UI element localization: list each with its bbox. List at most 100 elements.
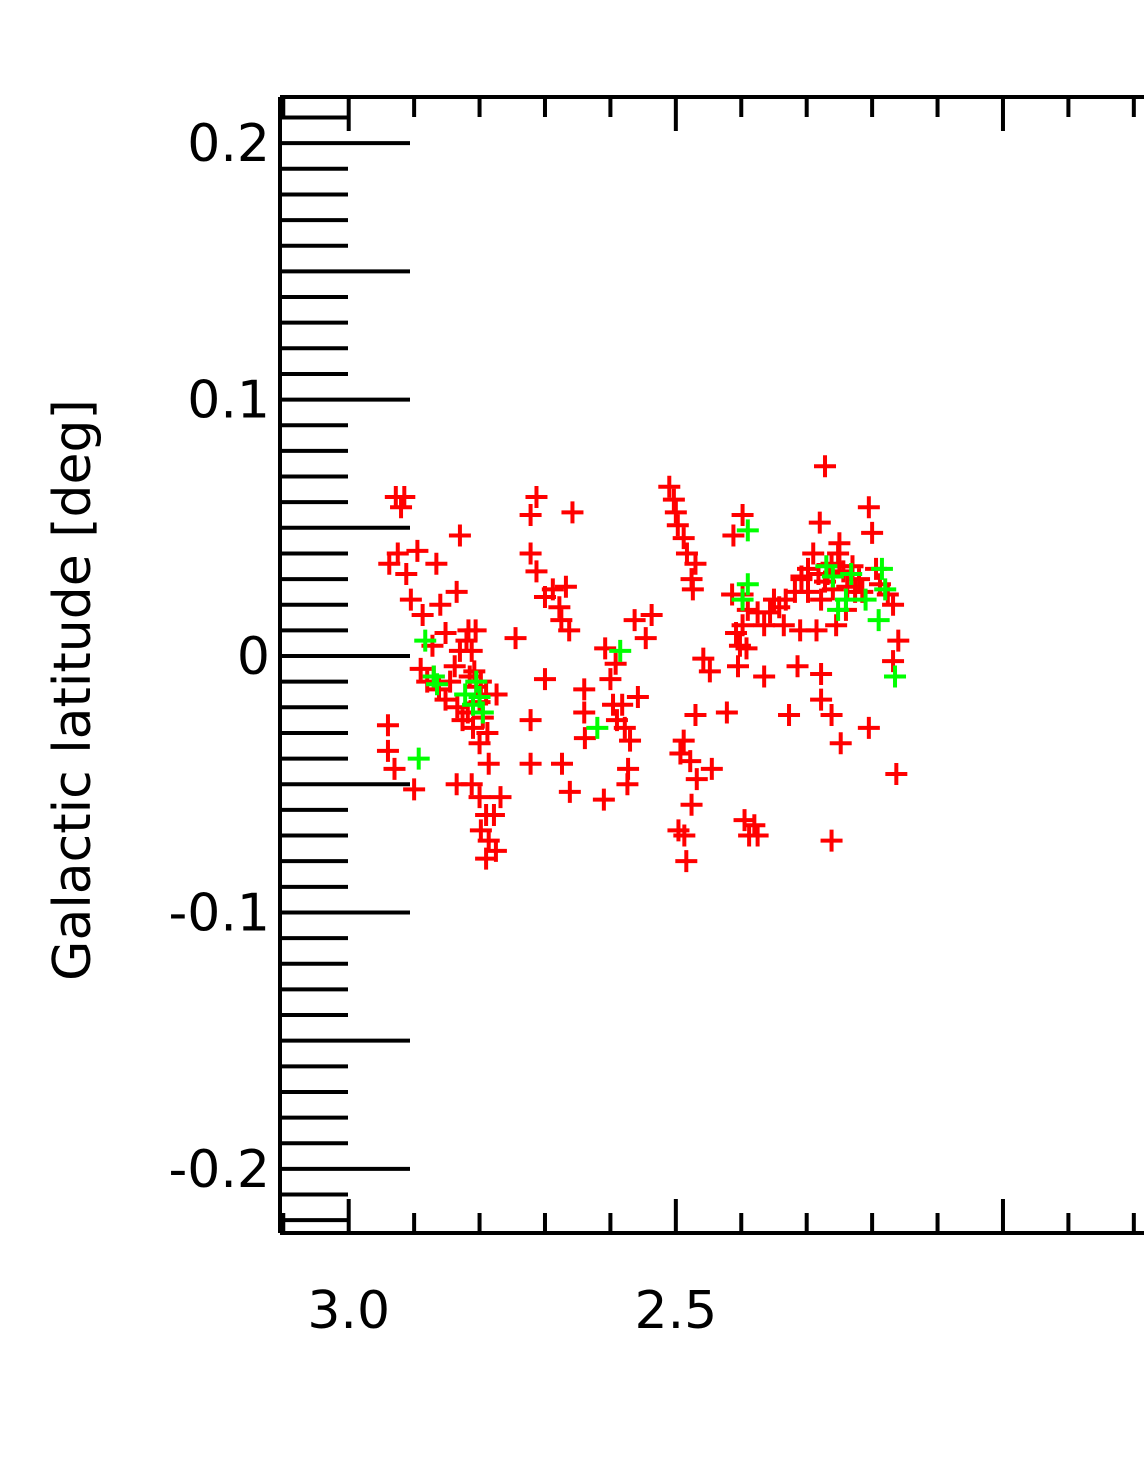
- data-point: [613, 716, 636, 739]
- data-point: [376, 714, 399, 737]
- series-1: [376, 455, 910, 873]
- data-point: [854, 588, 877, 611]
- data-point: [519, 709, 542, 732]
- data-point: [519, 542, 542, 565]
- data-point: [489, 786, 512, 809]
- data-point: [599, 668, 622, 691]
- data-point: [736, 598, 759, 621]
- data-point: [425, 552, 448, 575]
- series-2: [407, 519, 907, 770]
- x-axis-ticks: 3.0 2.5: [281, 97, 1136, 1341]
- data-point: [395, 562, 418, 585]
- data-point: [808, 511, 831, 534]
- y-axis-ticks: 0.2 0.1 0 -0.1 -0.2: [169, 114, 410, 1223]
- data-point: [477, 752, 500, 775]
- data-point: [681, 578, 704, 601]
- data-point: [465, 670, 488, 693]
- data-point: [594, 637, 617, 660]
- data-point: [772, 614, 795, 637]
- data-point: [722, 524, 745, 547]
- data-point: [743, 814, 766, 837]
- data-point: [454, 683, 477, 706]
- data-point: [675, 850, 698, 873]
- data-point: [550, 752, 573, 775]
- data-point: [778, 704, 801, 727]
- data-point: [616, 773, 639, 796]
- data-point: [525, 560, 548, 583]
- data-point: [810, 588, 833, 611]
- data-point: [586, 716, 609, 739]
- data-point: [821, 565, 844, 588]
- data-point: [684, 704, 707, 727]
- data-point: [619, 729, 642, 752]
- data-point: [561, 501, 584, 524]
- data-point: [468, 786, 491, 809]
- data-point: [611, 693, 634, 716]
- data-point: [753, 614, 776, 637]
- data-point: [393, 486, 416, 509]
- data-point: [887, 629, 910, 652]
- data-point: [857, 716, 880, 739]
- data-point: [604, 652, 627, 675]
- data-point: [753, 665, 776, 688]
- data-point: [884, 665, 907, 688]
- data-point: [558, 780, 581, 803]
- data-point: [876, 583, 899, 606]
- data-point: [786, 655, 809, 678]
- data-point: [573, 727, 596, 750]
- data-point: [874, 578, 897, 601]
- data-point: [533, 668, 556, 691]
- data-point: [460, 773, 483, 796]
- data-point: [810, 662, 833, 685]
- data-point: [692, 647, 715, 670]
- data-point: [640, 603, 663, 626]
- data-point: [439, 670, 462, 693]
- data-point: [790, 568, 813, 591]
- y-tick-label: 0.1: [187, 371, 270, 431]
- data-point: [731, 503, 754, 526]
- data-point: [504, 627, 527, 650]
- data-point: [592, 788, 615, 811]
- data-point: [857, 496, 880, 519]
- x-tick-label: 3.0: [307, 1281, 390, 1341]
- data-point: [426, 673, 449, 696]
- data-point: [376, 739, 399, 762]
- data-point: [814, 455, 837, 478]
- data-point: [399, 588, 422, 611]
- data-point: [460, 639, 483, 662]
- x-tick-label: 2.5: [634, 1281, 717, 1341]
- data-point: [885, 762, 908, 785]
- data-point: [414, 629, 437, 652]
- data-point: [802, 542, 825, 565]
- data-point: [685, 768, 708, 791]
- data-point: [403, 778, 426, 801]
- data-point: [746, 824, 769, 847]
- data-point: [672, 527, 695, 550]
- data-point: [736, 573, 759, 596]
- data-point: [482, 804, 505, 827]
- data-point: [658, 475, 681, 498]
- data-point: [429, 593, 452, 616]
- data-point: [541, 578, 564, 601]
- y-axis-title: Galactic latitude [deg]: [43, 399, 103, 981]
- data-point: [626, 686, 649, 709]
- data-point: [448, 524, 471, 547]
- data-point: [820, 829, 843, 852]
- data-point: [634, 627, 657, 650]
- data-point: [623, 609, 646, 632]
- data-point: [882, 593, 905, 616]
- data-point: [573, 678, 596, 701]
- data-point: [525, 486, 548, 509]
- data-point: [434, 621, 457, 644]
- data-point: [733, 809, 756, 832]
- data-point: [573, 701, 596, 724]
- data-point: [457, 619, 480, 642]
- data-point: [390, 496, 413, 519]
- data-point: [673, 824, 696, 847]
- y-tick-label: 0: [237, 627, 270, 687]
- data-point: [407, 747, 430, 770]
- data-point: [789, 619, 812, 642]
- data-point: [485, 683, 508, 706]
- data-point: [834, 588, 857, 611]
